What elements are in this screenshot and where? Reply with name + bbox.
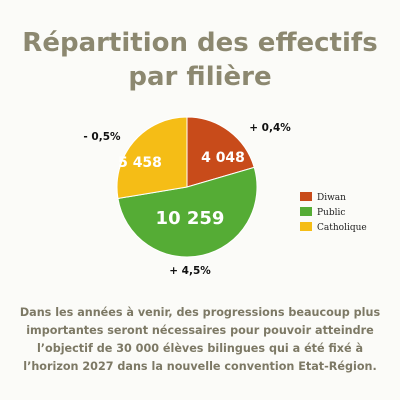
chart-title: Répartition des effectifs par filière (0, 26, 400, 94)
slice-change-label-diwan: + 0,4% (249, 122, 291, 134)
caption-line-2: importantes seront nécessaires pour pouv… (26, 324, 374, 337)
caption-line-3: l’objectif de 30 000 élèves bilingues qu… (36, 342, 364, 355)
caption-line-4: l’horizon 2027 dans la nouvelle conventi… (23, 360, 377, 373)
legend-label-diwan: Diwan (317, 193, 346, 203)
legend-swatch-diwan (300, 192, 312, 201)
slice-change-label-catholique: - 0,5% (83, 131, 121, 143)
legend-swatch-catholique (300, 222, 312, 231)
slice-value-label-catholique: 5 458 (118, 155, 162, 171)
slice-value-label-public: 10 259 (156, 208, 225, 229)
pie-slice-catholique (116, 116, 188, 200)
legend-label-public: Public (317, 208, 345, 218)
slice-change-label-public: + 4,5% (169, 265, 211, 277)
pie-slice-public (117, 166, 258, 258)
legend-swatch-public (300, 207, 312, 216)
chart-title-line-2: par filière (128, 62, 272, 92)
chart-title-line-1: Répartition des effectifs (22, 28, 378, 58)
pie-slice-diwan (186, 116, 255, 188)
slice-value-label-diwan: 4 048 (201, 150, 245, 166)
legend-label-catholique: Catholique (317, 223, 367, 233)
caption-text: Dans les années à venir, des progression… (14, 304, 386, 376)
caption-line-1: Dans les années à venir, des progression… (19, 306, 381, 319)
